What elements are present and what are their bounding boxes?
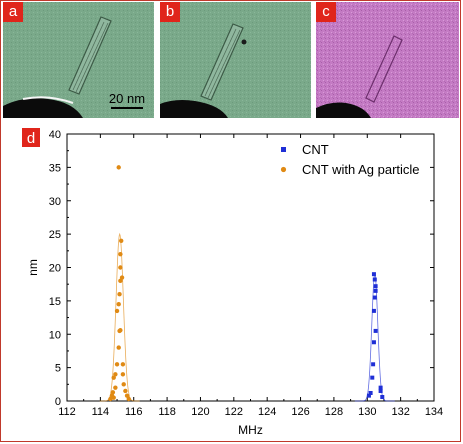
x-tick-label: 118: [158, 406, 176, 418]
panel-label-b: b: [160, 2, 180, 22]
dark-substrate: [3, 98, 83, 118]
x-tick-label: 130: [358, 406, 376, 418]
panel-label-a: a: [3, 2, 23, 22]
y-tick-label: 0: [55, 396, 61, 408]
svg-text:d: d: [27, 130, 35, 147]
x-tick-label: 116: [125, 406, 143, 418]
tem-panel-a: 20 nm a: [3, 2, 154, 118]
legend-marker-cnt-ag: [280, 166, 287, 173]
data-point-cnt-ag: [118, 328, 123, 333]
y-tick-label: 15: [49, 296, 61, 308]
x-axis-label: MHz: [238, 423, 263, 437]
dark-substrate: [316, 102, 371, 118]
chart-marks: [99, 165, 395, 402]
x-tick-label: 134: [425, 406, 443, 418]
dark-substrate: [160, 100, 228, 118]
x-tick-label: 126: [291, 406, 309, 418]
data-point-cnt-ag: [113, 372, 118, 377]
y-tick-label: 35: [49, 162, 61, 174]
data-point-cnt: [370, 375, 375, 380]
data-point-cnt: [371, 362, 376, 367]
data-point-cnt-ag: [113, 385, 118, 390]
data-point-cnt: [373, 284, 378, 289]
data-point-cnt: [373, 328, 378, 333]
panel-label-c: c: [316, 2, 336, 22]
y-tick-label: 40: [49, 129, 61, 141]
data-point-cnt-ag: [111, 375, 116, 380]
tem-image-a: 20 nm: [3, 2, 154, 118]
legend-label: CNT with Ag particle: [302, 162, 420, 177]
data-point-cnt-ag: [119, 275, 125, 280]
y-tick-label: 20: [49, 263, 61, 275]
tem-panel-c: c: [316, 2, 459, 118]
data-point-cnt-ag: [111, 395, 116, 400]
data-point-cnt-ag: [110, 390, 116, 395]
x-tick-label: 128: [325, 406, 343, 418]
scale-bar-label: 20 nm: [109, 91, 145, 106]
data-point-cnt-ag: [123, 388, 128, 394]
data-point-cnt-ag: [114, 362, 120, 367]
nanotube: [365, 35, 403, 103]
data-point-cnt-ag: [120, 372, 126, 377]
data-point-cnt: [380, 394, 385, 399]
data-point-cnt: [378, 388, 383, 393]
series-fit-line: [99, 232, 140, 402]
legend-marker-cnt: [281, 147, 286, 152]
data-point-cnt-ag: [118, 278, 123, 284]
data-point-cnt: [372, 295, 377, 300]
x-tick-label: 120: [191, 406, 209, 418]
chart-axes: 112 114 116 118 120 122 124 126 128 130 132 134 0 5 10…: [26, 129, 443, 437]
chart-legend: CNT CNT with Ag particle: [280, 142, 420, 177]
data-point-cnt-ag: [116, 345, 121, 350]
data-point-cnt-ag: [120, 362, 126, 367]
data-point-cnt-ag: [118, 265, 123, 270]
data-point-cnt: [372, 277, 377, 282]
data-point-cnt-ag: [108, 396, 113, 402]
x-tick-label: 132: [391, 406, 409, 418]
data-point-cnt-ag: [114, 308, 120, 314]
data-point-cnt-ag: [116, 302, 121, 307]
x-tick-label: 124: [258, 406, 276, 418]
data-point-cnt: [366, 393, 371, 398]
x-tick-label: 114: [92, 406, 110, 418]
panel-label-d: d: [22, 128, 40, 147]
data-point-cnt-ag: [126, 396, 131, 402]
y-tick-label: 5: [55, 363, 61, 375]
data-point-cnt: [371, 272, 376, 277]
legend-label: CNT: [302, 142, 329, 157]
ag-particle: [241, 39, 247, 45]
y-axis-label: nm: [26, 259, 40, 276]
y-tick-label: 25: [49, 229, 61, 241]
data-point-cnt-ag: [119, 238, 124, 243]
tem-image-b: [160, 2, 311, 118]
series-fit-line: [354, 272, 395, 402]
data-point-cnt: [371, 308, 376, 313]
data-point-cnt-ag: [116, 165, 121, 170]
data-point-cnt-ag: [117, 292, 122, 297]
data-point-cnt-ag: [124, 393, 130, 398]
nanotube: [68, 16, 112, 95]
data-point-cnt-ag: [121, 382, 126, 387]
chart-panel-d: d 112 114 116 118 120 122 124 126 128 130 132 134 0 5…: [22, 128, 443, 437]
data-point-cnt-ag: [118, 251, 123, 257]
y-tick-label: 10: [49, 329, 61, 341]
data-point-cnt: [373, 288, 378, 293]
x-tick-label: 112: [58, 406, 76, 418]
y-tick-label: 30: [49, 196, 61, 208]
tem-image-c: [316, 2, 459, 118]
x-tick-label: 122: [225, 406, 243, 418]
tem-panel-b: b: [160, 2, 311, 118]
data-point-cnt: [378, 385, 383, 390]
nanotube: [200, 23, 244, 101]
data-point-cnt: [371, 340, 376, 345]
data-point-cnt: [368, 390, 373, 395]
